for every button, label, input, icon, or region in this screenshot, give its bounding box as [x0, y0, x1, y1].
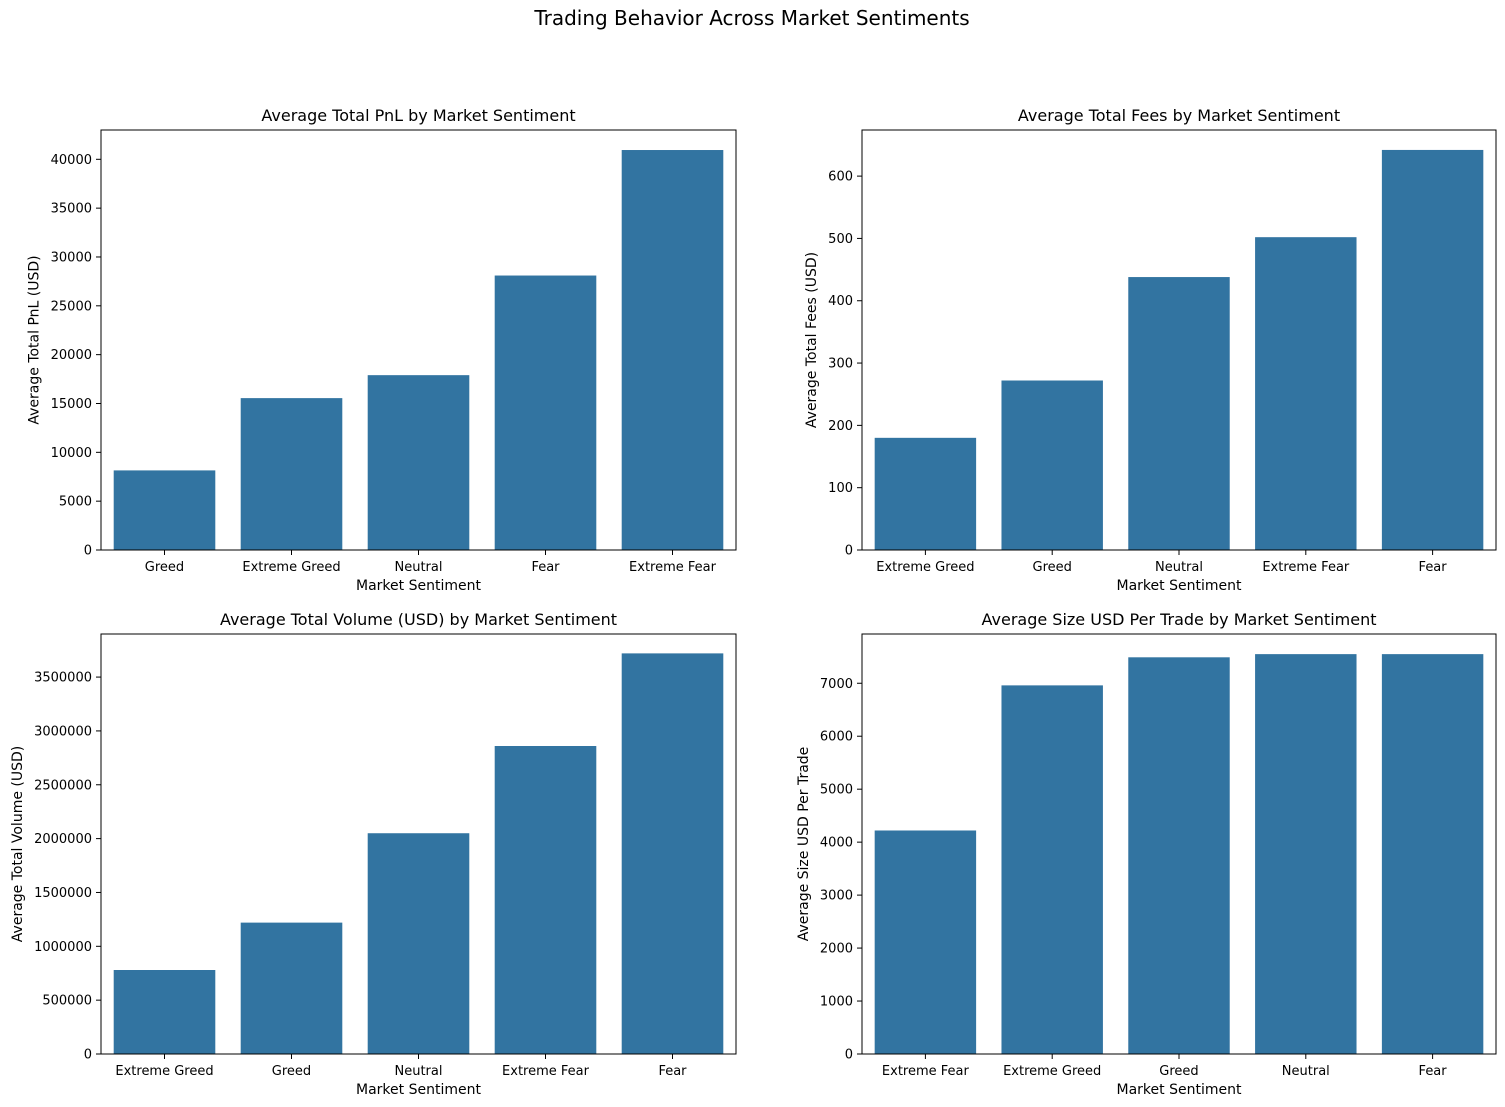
- y-tick-label: 1000000: [34, 940, 92, 955]
- x-tick-label: Neutral: [1282, 1064, 1330, 1079]
- chart-panels: Greed Extreme Greed Neutral Fear Extreme Fea…: [10, 106, 1497, 1098]
- x-tick-label: Extreme Fear: [1262, 560, 1350, 575]
- y-tick-label: 2500000: [34, 778, 92, 793]
- bar-greed: [240, 922, 343, 1054]
- y-tick-label: 1500000: [34, 886, 92, 901]
- x-tick-label: Extreme Greed: [876, 560, 974, 575]
- x-axis-label: Market Sentiment: [356, 1082, 481, 1098]
- x-tick-label: Fear: [658, 1064, 687, 1079]
- bar-extreme-greed: [1001, 685, 1103, 1054]
- y-tick-label: 2000: [820, 942, 853, 957]
- x-tick-label: Greed: [145, 560, 184, 575]
- y-tick-label: 3500000: [34, 671, 92, 686]
- y-tick-label: 0: [84, 544, 92, 559]
- bar-fear: [494, 275, 597, 550]
- x-tick-label: Extreme Greed: [1003, 1064, 1101, 1079]
- bar-neutral: [367, 375, 470, 550]
- chart-title: Average Total Fees by Market Sentiment: [1018, 106, 1340, 125]
- y-tick-label: 30000: [51, 250, 92, 265]
- figure-suptitle: Trading Behavior Across Market Sentiment…: [533, 6, 969, 30]
- x-tick-label: Neutral: [395, 1064, 443, 1079]
- chart-panel-1: Greed Extreme Greed Neutral Fear Extreme Fea…: [27, 106, 737, 594]
- x-axis-label: Market Sentiment: [1117, 1082, 1242, 1098]
- y-tick-label: 15000: [51, 397, 92, 412]
- y-tick-label: 0: [845, 1048, 853, 1063]
- y-tick-label: 100: [828, 481, 853, 496]
- bar-extreme-fear: [621, 150, 724, 550]
- bar-greed: [1001, 380, 1103, 550]
- x-tick-label: Extreme Greed: [242, 560, 340, 575]
- x-tick-label: Greed: [1159, 1064, 1198, 1079]
- x-tick-label: Extreme Greed: [115, 1064, 213, 1079]
- y-tick-label: 2000000: [34, 832, 92, 847]
- chart-panel-3: Extreme Greed Greed Neutral Extreme Fear Fea…: [10, 610, 737, 1098]
- x-tick-label: Extreme Fear: [882, 1064, 970, 1079]
- y-tick-label: 200: [828, 419, 853, 434]
- x-tick-label: Greed: [1033, 560, 1072, 575]
- y-axis-label: Average Total Volume (USD): [10, 746, 26, 942]
- bar-fear: [621, 653, 724, 1054]
- y-tick-label: 600: [828, 170, 853, 185]
- y-tick-label: 4000: [820, 836, 853, 851]
- y-tick-label: 400: [828, 294, 853, 309]
- y-tick-label: 3000000: [34, 724, 92, 739]
- y-tick-label: 6000: [820, 730, 853, 745]
- x-tick-label: Extreme Fear: [502, 1064, 590, 1079]
- x-tick-label: Greed: [272, 1064, 311, 1079]
- y-tick-label: 500: [828, 232, 853, 247]
- chart-title: Average Total Volume (USD) by Market Sen…: [220, 610, 617, 629]
- y-axis-label: Average Total PnL (USD): [27, 255, 43, 424]
- y-tick-label: 10000: [51, 446, 92, 461]
- chart-title: Average Total PnL by Market Sentiment: [261, 106, 575, 125]
- y-tick-label: 35000: [51, 202, 92, 217]
- x-tick-label: Fear: [1419, 560, 1448, 575]
- y-axis-label: Average Size USD Per Trade: [796, 747, 812, 942]
- bar-extreme-greed: [240, 398, 343, 550]
- y-tick-label: 0: [84, 1048, 92, 1063]
- bar-fear: [1381, 149, 1484, 550]
- chart-panel-4: Extreme Fear Extreme Greed Greed Neutral Fea…: [796, 610, 1497, 1098]
- y-tick-label: 1000: [820, 995, 853, 1010]
- x-tick-label: Neutral: [1155, 560, 1203, 575]
- x-axis-label: Market Sentiment: [1117, 578, 1242, 594]
- y-tick-label: 5000: [59, 495, 92, 510]
- y-tick-label: 7000: [820, 677, 853, 692]
- x-axis-label: Market Sentiment: [356, 578, 481, 594]
- bar-fear: [1381, 654, 1484, 1054]
- bar-greed: [113, 470, 216, 550]
- x-tick-label: Fear: [1419, 1064, 1448, 1079]
- x-tick-label: Fear: [531, 560, 560, 575]
- chart-title: Average Size USD Per Trade by Market Sen…: [982, 610, 1377, 629]
- bar-extreme-greed: [874, 437, 977, 550]
- y-tick-label: 40000: [51, 153, 92, 168]
- y-tick-label: 25000: [51, 299, 92, 314]
- bar-extreme-fear: [874, 830, 977, 1054]
- x-tick-label: Extreme Fear: [629, 560, 717, 575]
- bar-greed: [1128, 657, 1230, 1054]
- y-tick-label: 5000: [820, 783, 853, 798]
- y-tick-label: 20000: [51, 348, 92, 363]
- bar-extreme-greed: [113, 970, 216, 1054]
- bar-neutral: [367, 833, 470, 1054]
- bar-neutral: [1128, 277, 1230, 550]
- chart-panel-2: Extreme Greed Greed Neutral Extreme Fear Fea…: [804, 106, 1497, 594]
- y-tick-label: 300: [828, 357, 853, 372]
- y-axis-label: Average Total Fees (USD): [804, 252, 820, 428]
- x-tick-label: Neutral: [395, 560, 443, 575]
- bar-neutral: [1255, 654, 1357, 1054]
- bar-extreme-fear: [494, 746, 597, 1054]
- y-tick-label: 500000: [42, 994, 92, 1009]
- y-tick-label: 3000: [820, 889, 853, 904]
- bar-extreme-fear: [1255, 237, 1357, 550]
- y-tick-label: 0: [845, 544, 853, 559]
